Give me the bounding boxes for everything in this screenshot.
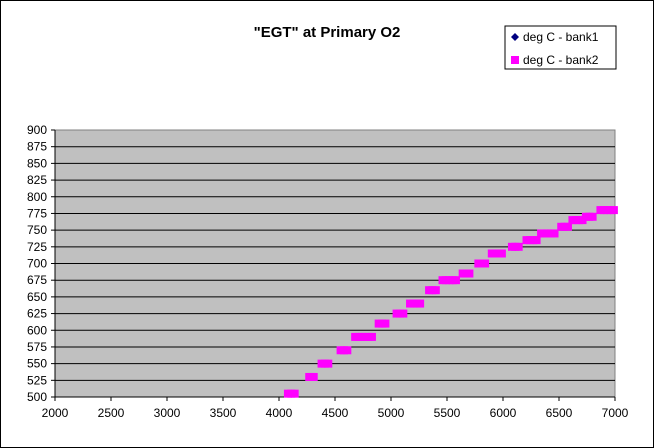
- y-tick-label: 825: [27, 173, 47, 187]
- x-tick-label: 7000: [602, 406, 629, 420]
- x-tick-label: 6500: [546, 406, 573, 420]
- data-point-bank2: [514, 242, 523, 251]
- legend-item-bank1: deg C - bank1: [511, 30, 599, 44]
- y-tick-label: 625: [27, 307, 47, 321]
- y-tick-label: 650: [27, 290, 47, 304]
- y-tick-label: 675: [27, 273, 47, 287]
- legend-square-marker: [511, 56, 519, 64]
- data-point-bank2: [290, 389, 299, 398]
- y-tick-label: 750: [27, 223, 47, 237]
- y-tick-label: 550: [27, 357, 47, 371]
- data-point-bank2: [588, 212, 597, 221]
- x-tick-label: 5500: [434, 406, 461, 420]
- x-tick-label: 3000: [154, 406, 181, 420]
- y-tick-label: 800: [27, 190, 47, 204]
- data-point-bank2: [381, 319, 390, 328]
- data-point-bank2: [343, 346, 352, 355]
- data-point-bank2: [451, 276, 460, 285]
- legend-label-bank2: deg C - bank2: [523, 53, 599, 67]
- x-tick-label: 4000: [266, 406, 293, 420]
- chart-title: "EGT" at Primary O2: [254, 24, 401, 41]
- data-point-bank2: [309, 372, 318, 381]
- legend-box: [504, 25, 617, 70]
- data-point-bank2: [563, 222, 572, 231]
- data-point-bank2: [367, 332, 376, 341]
- y-tick-label: 725: [27, 240, 47, 254]
- x-tick-label: 2500: [98, 406, 125, 420]
- y-axis: 500 525 550 575 600 625 650 675 700 725 750 775 800 8…: [27, 123, 56, 404]
- x-tick-label: 2000: [42, 406, 69, 420]
- legend-label-bank1: deg C - bank1: [523, 30, 599, 44]
- y-tick-label: 775: [27, 206, 47, 220]
- y-tick-label: 850: [27, 156, 47, 170]
- data-point-bank2: [399, 309, 408, 318]
- legend: deg C - bank1 deg C - bank2: [504, 25, 617, 70]
- y-tick-label: 900: [27, 123, 47, 137]
- legend-item-bank2: deg C - bank2: [511, 53, 599, 67]
- x-tick-label: 6000: [490, 406, 517, 420]
- data-point-bank2: [609, 206, 618, 215]
- y-tick-label: 500: [27, 390, 47, 404]
- data-point-bank2: [324, 359, 333, 368]
- y-tick-label: 875: [27, 140, 47, 154]
- x-axis: 2000 2500 3000 3500 4000 4500 5000 5500 6000 6500…: [42, 396, 629, 420]
- data-point-bank2: [497, 249, 506, 258]
- data-point-bank2: [465, 269, 474, 278]
- y-tick-label: 700: [27, 257, 47, 271]
- data-point-bank2: [431, 286, 440, 295]
- y-tick-label: 525: [27, 373, 47, 387]
- data-point-bank2: [481, 259, 490, 268]
- data-point-bank2: [416, 299, 425, 308]
- x-tick-label: 5000: [378, 406, 405, 420]
- data-point-bank2: [532, 236, 541, 245]
- y-tick-label: 575: [27, 340, 47, 354]
- data-points: [283, 206, 618, 398]
- data-point-bank2: [550, 229, 559, 238]
- plot-area: 500 525 550 575 600 625 650 675 700 725 750 775 800 8…: [27, 123, 629, 420]
- x-tick-label: 4500: [322, 406, 349, 420]
- x-tick-label: 3500: [210, 406, 237, 420]
- legend-diamond-marker: [511, 33, 519, 41]
- y-tick-label: 600: [27, 323, 47, 337]
